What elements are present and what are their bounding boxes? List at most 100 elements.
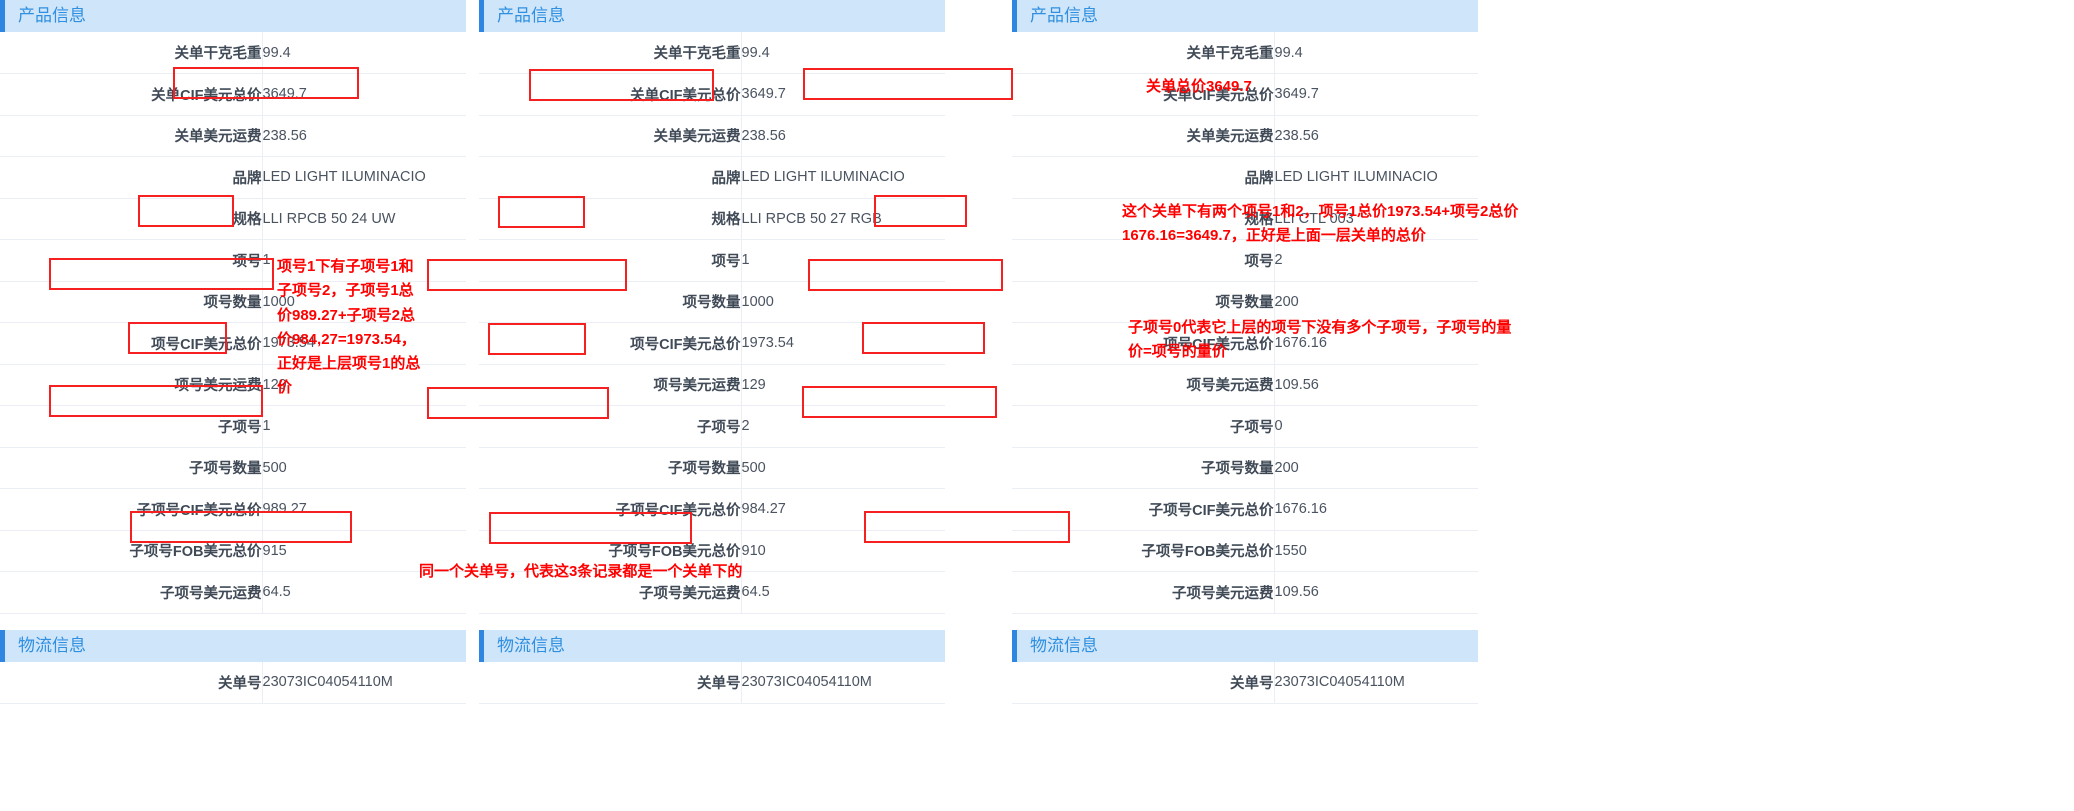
row-value: 1676.16 — [1274, 488, 1478, 531]
row-label: 子项号美元运费 — [479, 571, 742, 614]
row-label: 项号CIF美元总价 — [0, 322, 263, 365]
row-value: 23073IC04054110M — [262, 661, 466, 704]
header-accent-bar — [1012, 0, 1017, 32]
section-gap — [1012, 613, 1478, 630]
row-value: 129 — [741, 364, 945, 406]
row-label: 品牌 — [0, 156, 263, 199]
row-label: 项号 — [479, 239, 742, 282]
row-label: 项号数量 — [1012, 281, 1275, 323]
row-value: 109.56 — [1274, 571, 1478, 614]
table-row: 品牌 LED LIGHT ILUMINACIO — [0, 156, 466, 199]
table-row: 子项号FOB美元总价 1550 — [1012, 530, 1478, 572]
table-row: 项号美元运费 109.56 — [1012, 364, 1478, 406]
row-value: LLI RPCB 50 27 RGB — [741, 198, 945, 240]
row-label: 子项号FOB美元总价 — [479, 530, 742, 572]
table-row: 关单号 23073IC04054110M — [0, 661, 466, 704]
row-value: 1 — [741, 239, 945, 282]
row-value: 238.56 — [1274, 115, 1478, 157]
table-row: 子项号美元运费 64.5 — [479, 571, 945, 614]
header-accent-bar — [479, 0, 484, 32]
row-label: 项号数量 — [479, 281, 742, 323]
row-value: LED LIGHT ILUMINACIO — [1274, 156, 1478, 199]
row-value: 23073IC04054110M — [1274, 661, 1478, 704]
table-row: 项号CIF美元总价 1973.54 — [0, 322, 466, 365]
row-label: 子项号数量 — [0, 447, 263, 489]
row-label: 规格 — [1012, 198, 1275, 240]
row-value: 989.27 — [262, 488, 466, 531]
product-info-header: 产品信息 — [1012, 0, 1478, 32]
row-label: 子项号 — [479, 405, 742, 448]
table-row: 关单CIF美元总价 3649.7 — [1012, 73, 1478, 116]
table-row: 规格 LLI RPCB 50 27 RGB — [479, 198, 945, 240]
table-row: 品牌 LED LIGHT ILUMINACIO — [479, 156, 945, 199]
table-row: 关单美元运费 238.56 — [479, 115, 945, 157]
product-info-title: 产品信息 — [18, 6, 86, 25]
row-value: 1973.54 — [262, 322, 466, 365]
section-gap — [479, 613, 945, 630]
row-label: 关单号 — [0, 661, 263, 704]
table-row: 关单干克毛重 99.4 — [479, 32, 945, 74]
row-value: 3649.7 — [741, 73, 945, 116]
row-value: LLI CTL 003 — [1274, 198, 1478, 240]
row-label: 品牌 — [479, 156, 742, 199]
header-accent-bar — [0, 0, 5, 32]
logistics-info-header: 物流信息 — [0, 629, 466, 662]
row-label: 项号CIF美元总价 — [479, 322, 742, 365]
table-row: 项号CIF美元总价 1676.16 — [1012, 322, 1478, 365]
row-value: 1550 — [1274, 530, 1478, 572]
row-value: 3649.7 — [1274, 73, 1478, 116]
table-row: 项号 1 — [0, 239, 466, 282]
row-label: 子项号 — [0, 405, 263, 448]
row-label: 子项号CIF美元总价 — [0, 488, 263, 531]
row-value: 99.4 — [741, 32, 945, 74]
row-value: 2 — [1274, 239, 1478, 282]
record-panel-3: 产品信息 关单干克毛重 99.4 关单CIF美元总价 3649.7 关单美元运费… — [1012, 0, 1478, 704]
row-label: 子项号FOB美元总价 — [0, 530, 263, 572]
row-label: 关单美元运费 — [1012, 115, 1275, 157]
row-label: 关单号 — [1012, 661, 1275, 704]
record-panel-2: 产品信息 关单干克毛重 99.4 关单CIF美元总价 3649.7 关单美元运费… — [479, 0, 945, 704]
row-label: 关单美元运费 — [479, 115, 742, 157]
row-label: 项号 — [0, 239, 263, 282]
table-row: 项号数量 200 — [1012, 281, 1478, 323]
header-accent-bar — [1012, 629, 1017, 662]
row-label: 项号美元运费 — [479, 364, 742, 406]
row-label: 关单干克毛重 — [479, 32, 742, 74]
row-label: 品牌 — [1012, 156, 1275, 199]
row-value: 1973.54 — [741, 322, 945, 365]
table-row: 项号美元运费 129 — [479, 364, 945, 406]
row-value: 23073IC04054110M — [741, 661, 945, 704]
row-label: 子项号FOB美元总价 — [1012, 530, 1275, 572]
header-accent-bar — [479, 629, 484, 662]
row-value: 109.56 — [1274, 364, 1478, 406]
product-info-title: 产品信息 — [1030, 6, 1098, 25]
row-label: 关单干克毛重 — [0, 32, 263, 74]
row-label: 子项号美元运费 — [1012, 571, 1275, 614]
row-value: 200 — [1274, 447, 1478, 489]
product-info-title: 产品信息 — [497, 6, 565, 25]
row-value: 99.4 — [262, 32, 466, 74]
logistics-info-header: 物流信息 — [479, 629, 945, 662]
row-value: 0 — [1274, 405, 1478, 448]
table-row: 子项号数量 500 — [0, 447, 466, 489]
row-label: 关单CIF美元总价 — [479, 73, 742, 116]
row-value: 910 — [741, 530, 945, 572]
row-value: 3649.7 — [262, 73, 466, 116]
table-row: 子项号数量 200 — [1012, 447, 1478, 489]
logistics-info-table: 关单号 23073IC04054110M — [0, 661, 466, 704]
product-info-header: 产品信息 — [479, 0, 945, 32]
row-label: 子项号 — [1012, 405, 1275, 448]
logistics-info-title: 物流信息 — [18, 635, 86, 655]
table-row: 子项号美元运费 109.56 — [1012, 571, 1478, 614]
logistics-info-table: 关单号 23073IC04054110M — [479, 661, 945, 704]
product-info-table: 关单干克毛重 99.4 关单CIF美元总价 3649.7 关单美元运费 238.… — [0, 32, 466, 614]
table-row: 子项号数量 500 — [479, 447, 945, 489]
table-row: 关单美元运费 238.56 — [1012, 115, 1478, 157]
table-row: 项号数量 1000 — [479, 281, 945, 323]
row-label: 子项号CIF美元总价 — [479, 488, 742, 531]
row-value: 1000 — [262, 281, 466, 323]
row-value: LED LIGHT ILUMINACIO — [262, 156, 466, 199]
table-row: 关单干克毛重 99.4 — [1012, 32, 1478, 74]
row-value: 1676.16 — [1274, 322, 1478, 365]
table-row: 项号美元运费 129 — [0, 364, 466, 406]
